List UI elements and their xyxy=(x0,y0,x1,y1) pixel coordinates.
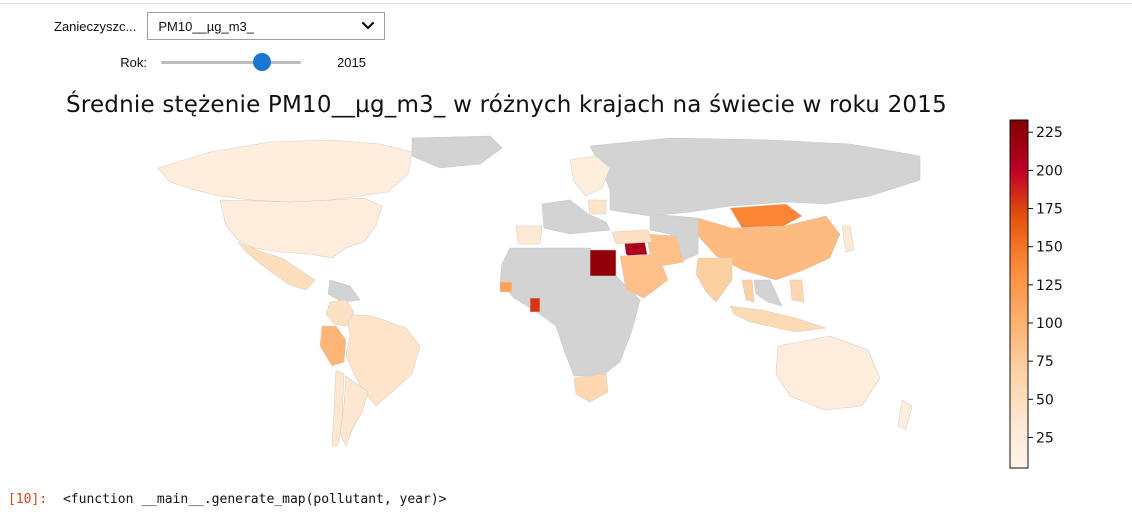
colorbar-tick-label: 125 xyxy=(1036,278,1063,294)
country-thailand xyxy=(741,279,755,303)
country-spain xyxy=(515,225,543,245)
year-slider[interactable] xyxy=(161,53,301,71)
country-canada xyxy=(157,139,413,203)
country-mongolia xyxy=(729,203,803,229)
colorbar-tick-label: 50 xyxy=(1036,392,1054,408)
no-data-region xyxy=(411,135,503,169)
colorbar-tick-label: 25 xyxy=(1036,430,1054,446)
year-readout: 2015 xyxy=(337,54,366,70)
country-south-africa xyxy=(573,373,609,403)
country-brazil xyxy=(345,313,421,407)
pollutant-label: Zanieczyszc... xyxy=(54,18,137,34)
no-data-region xyxy=(589,137,921,217)
chevron-down-icon xyxy=(362,21,375,30)
country-mexico xyxy=(237,241,316,291)
colorbar-tick-label: 175 xyxy=(1036,202,1063,218)
chart-title: Średnie stężenie PM10__µg_m3_ w różnych … xyxy=(66,92,947,118)
country-japan xyxy=(841,225,855,253)
cell-top-border xyxy=(0,0,1132,4)
pollutant-dropdown-value: PM10__µg_m3_ xyxy=(158,18,255,34)
colorbar-tick-label: 75 xyxy=(1036,354,1054,370)
country-iran xyxy=(645,233,685,267)
no-data-region xyxy=(541,199,611,235)
colorbar-gradient xyxy=(1009,119,1029,469)
country-united-states xyxy=(219,197,383,259)
country-china xyxy=(697,215,841,281)
country-argentina xyxy=(339,375,369,447)
colorbar-tick-label: 150 xyxy=(1036,240,1063,256)
no-data-region xyxy=(327,279,361,303)
country-senegal xyxy=(499,281,513,293)
year-widget: Rok: 2015 xyxy=(0,53,366,71)
country-peru xyxy=(319,325,347,367)
colorbar: 25 50 75 100 125 150 175 200 225 xyxy=(1009,119,1063,469)
world-choropleth-map xyxy=(157,135,921,447)
year-slider-track[interactable] xyxy=(161,61,301,64)
output-text: <function __main__.generate_map(pollutan… xyxy=(62,492,447,507)
country-ghana xyxy=(529,297,541,313)
country-colombia xyxy=(325,299,355,327)
year-slider-handle[interactable] xyxy=(252,53,271,71)
no-data-region xyxy=(753,279,783,307)
country-turkey xyxy=(611,229,653,245)
colorbar-tick-label: 100 xyxy=(1036,316,1063,332)
output-cell: [10]: <function __main__.generate_map(po… xyxy=(8,492,446,507)
pollutant-dropdown[interactable]: PM10__µg_m3_ xyxy=(147,12,386,40)
country-philippines xyxy=(789,279,805,303)
country-scandinavia xyxy=(569,155,611,197)
no-data-region xyxy=(499,247,641,377)
colorbar-tick-label: 200 xyxy=(1036,163,1063,179)
country-india xyxy=(695,257,733,303)
country-new-zealand xyxy=(897,399,913,431)
year-label: Rok: xyxy=(120,54,147,70)
output-prompt: [10]: xyxy=(8,492,48,507)
pollutant-widget: Zanieczyszc... PM10__µg_m3_ xyxy=(0,12,386,40)
country-egypt xyxy=(589,249,617,277)
country-poland xyxy=(587,199,607,215)
country-indonesia xyxy=(729,305,827,333)
country-australia xyxy=(775,335,881,411)
country-chile xyxy=(331,369,345,447)
colorbar-tick-label: 225 xyxy=(1036,125,1063,141)
